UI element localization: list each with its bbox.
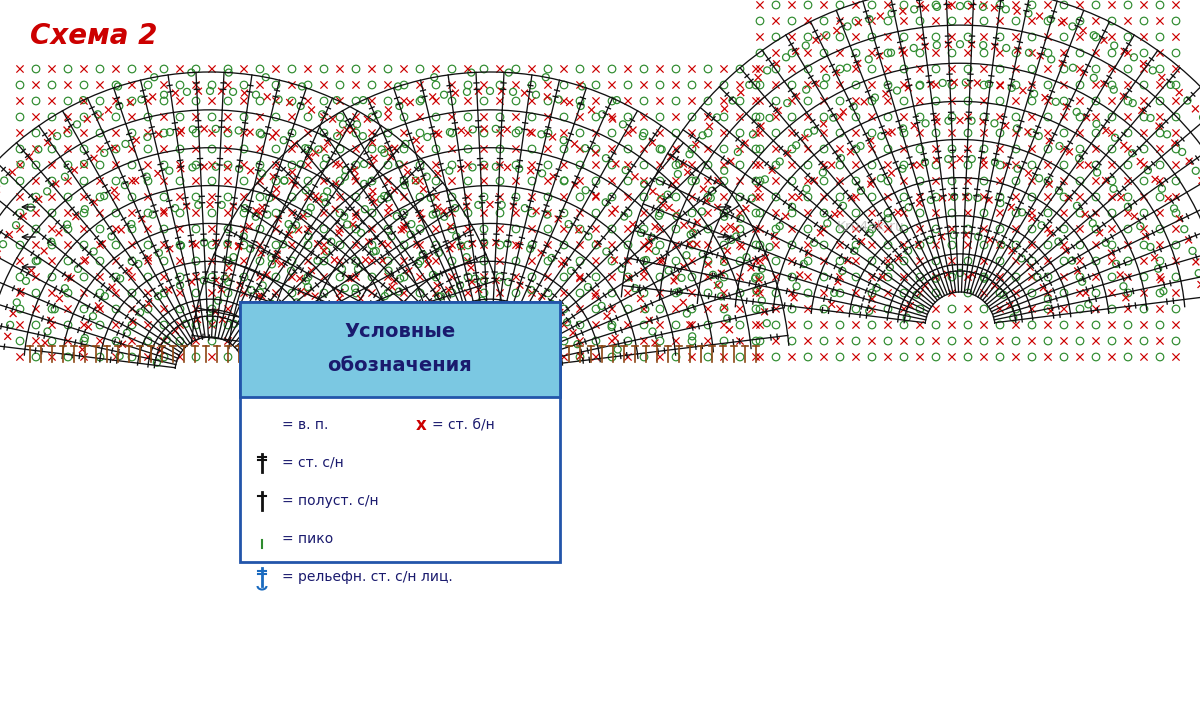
Text: = рельефн. ст. с/н лиц.: = рельефн. ст. с/н лиц. [282,570,452,584]
Text: = ст. б/н: = ст. б/н [432,418,494,432]
Text: Схема 2: Схема 2 [30,22,157,50]
FancyBboxPatch shape [240,302,560,562]
Text: Условные: Условные [344,322,456,341]
Text: = пико: = пико [282,532,334,546]
Text: обозначения: обозначения [328,356,473,375]
Text: Kru4ok.ru: Kru4ok.ru [836,220,904,234]
Text: = ст. с/н: = ст. с/н [282,456,343,470]
Text: = в. п.: = в. п. [282,418,329,432]
Text: x: x [416,416,427,434]
FancyBboxPatch shape [240,302,560,397]
Text: = полуст. с/н: = полуст. с/н [282,494,379,508]
